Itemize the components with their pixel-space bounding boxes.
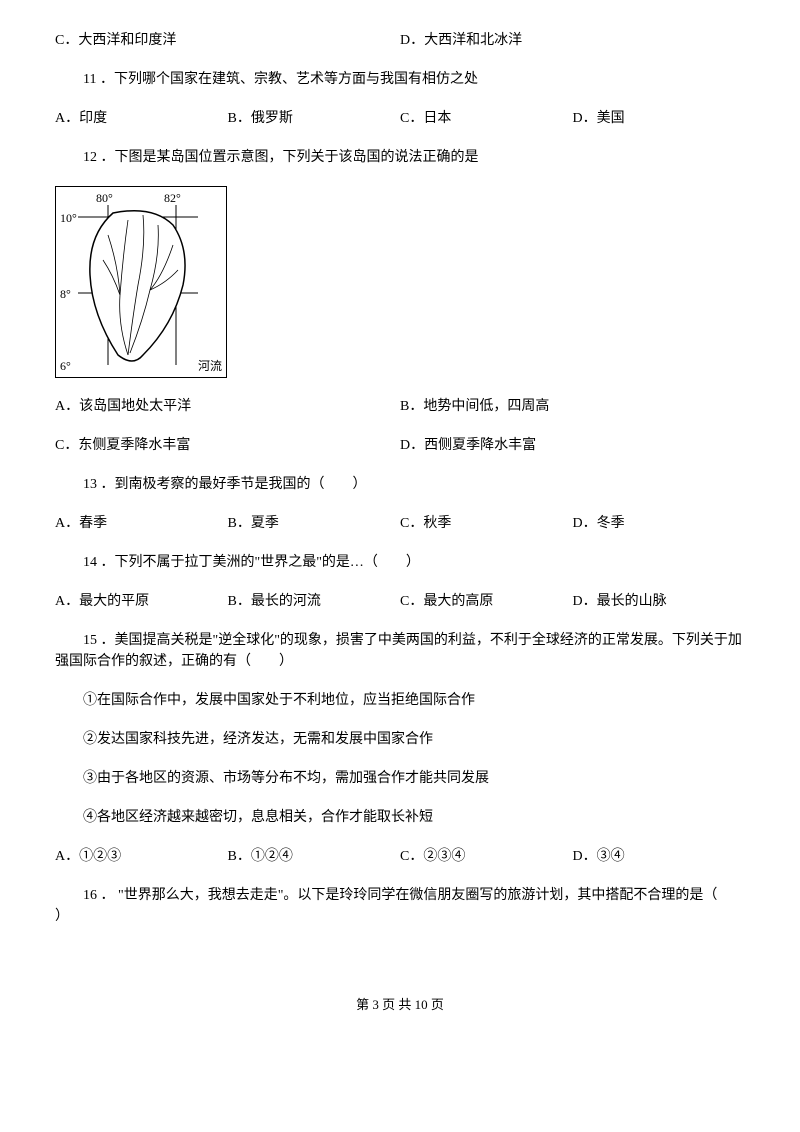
q15-d: D．③④ bbox=[573, 846, 746, 867]
q13-d: D．冬季 bbox=[573, 513, 746, 534]
q14-a: A．最大的平原 bbox=[55, 591, 228, 612]
q11-c: C．日本 bbox=[400, 108, 573, 129]
q15-c: C．②③④ bbox=[400, 846, 573, 867]
q12-a: A．该岛国地处太平洋 bbox=[55, 396, 400, 417]
q12-options-cd: C．东侧夏季降水丰富 D．西侧夏季降水丰富 bbox=[55, 435, 745, 456]
q13-text: 13 ．到南极考察的最好季节是我国的（ ） bbox=[55, 474, 745, 495]
q11-b: B．俄罗斯 bbox=[228, 108, 401, 129]
q15-s4: ④各地区经济越来越密切，息息相关，合作才能取长补短 bbox=[55, 807, 745, 828]
q11-d: D．美国 bbox=[573, 108, 746, 129]
q16-text: 16 ． "世界那么大，我想去走走"。以下是玲玲同学在微信朋友圈写的旅游计划，其… bbox=[55, 885, 745, 927]
q12-options-ab: A．该岛国地处太平洋 B．地势中间低，四周高 bbox=[55, 396, 745, 417]
page-footer: 第 3 页 共 10 页 bbox=[0, 995, 800, 1025]
q15-text-span: 15 ．美国提高关税是"逆全球化"的现象，损害了中美两国的利益，不利于全球经济的… bbox=[55, 633, 742, 669]
q15-options: A．①②③ B．①②④ C．②③④ D．③④ bbox=[55, 846, 745, 867]
lat-6: 6° bbox=[60, 357, 71, 375]
q15-s3: ③由于各地区的资源、市场等分布不均，需加强合作才能共同发展 bbox=[55, 768, 745, 789]
q14-options: A．最大的平原 B．最长的河流 C．最大的高原 D．最长的山脉 bbox=[55, 591, 745, 612]
q15-text: 15 ．美国提高关税是"逆全球化"的现象，损害了中美两国的利益，不利于全球经济的… bbox=[55, 630, 745, 672]
q14-b: B．最长的河流 bbox=[228, 591, 401, 612]
q14-text: 14 ．下列不属于拉丁美洲的"世界之最"的是…（ ） bbox=[55, 552, 745, 573]
q15-a: A．①②③ bbox=[55, 846, 228, 867]
q11-a: A．印度 bbox=[55, 108, 228, 129]
q16-line2: ） bbox=[55, 906, 745, 927]
lat-10: 10° bbox=[60, 209, 77, 227]
q15-b: B．①②④ bbox=[228, 846, 401, 867]
island-svg bbox=[78, 205, 198, 365]
island-map: 80° 82° 10° 8° 6° 河流 bbox=[55, 186, 227, 378]
lat-8: 8° bbox=[60, 285, 71, 303]
opt-c: C．大西洋和印度洋 bbox=[55, 30, 400, 51]
q10-options-cd: C．大西洋和印度洋 D．大西洋和北冰洋 bbox=[55, 30, 745, 51]
q13-options: A．春季 B．夏季 C．秋季 D．冬季 bbox=[55, 513, 745, 534]
q15-s2: ②发达国家科技先进，经济发达，无需和发展中国家合作 bbox=[55, 729, 745, 750]
q12-c: C．东侧夏季降水丰富 bbox=[55, 435, 400, 456]
q13-a: A．春季 bbox=[55, 513, 228, 534]
opt-d: D．大西洋和北冰洋 bbox=[400, 30, 745, 51]
q12-d: D．西侧夏季降水丰富 bbox=[400, 435, 745, 456]
river-label: 河流 bbox=[198, 357, 222, 375]
q16-line1: 16 ． "世界那么大，我想去走走"。以下是玲玲同学在微信朋友圈写的旅游计划，其… bbox=[55, 885, 745, 906]
q15-s1: ①在国际合作中，发展中国家处于不利地位，应当拒绝国际合作 bbox=[55, 690, 745, 711]
q13-c: C．秋季 bbox=[400, 513, 573, 534]
q14-d: D．最长的山脉 bbox=[573, 591, 746, 612]
q11-options: A．印度 B．俄罗斯 C．日本 D．美国 bbox=[55, 108, 745, 129]
q11-text: 11 ．下列哪个国家在建筑、宗教、艺术等方面与我国有相仿之处 bbox=[55, 69, 745, 90]
q12-text: 12 ．下图是某岛国位置示意图，下列关于该岛国的说法正确的是 bbox=[55, 147, 745, 168]
q14-c: C．最大的高原 bbox=[400, 591, 573, 612]
q13-b: B．夏季 bbox=[228, 513, 401, 534]
q12-b: B．地势中间低，四周高 bbox=[400, 396, 745, 417]
